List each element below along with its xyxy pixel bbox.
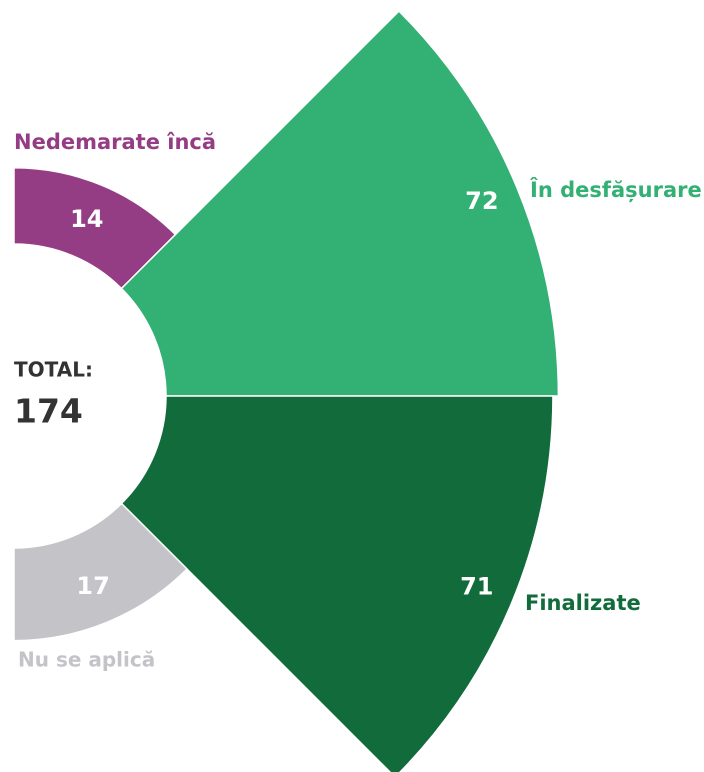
category-label: În desfășurare xyxy=(530,177,702,202)
category-label: Nedemarate încă xyxy=(14,130,216,154)
category-label: Nu se aplică xyxy=(18,648,155,672)
category-label: Finalizate xyxy=(525,591,641,615)
segment xyxy=(120,9,560,397)
value-label: 17 xyxy=(76,572,109,600)
segment xyxy=(120,395,554,772)
total-label: TOTAL: xyxy=(14,358,93,382)
value-label: 71 xyxy=(460,573,493,601)
total-value: 174 xyxy=(14,392,83,431)
segment xyxy=(13,166,177,290)
value-label: 14 xyxy=(70,205,103,233)
value-label: 72 xyxy=(465,187,498,215)
segment xyxy=(13,502,189,642)
